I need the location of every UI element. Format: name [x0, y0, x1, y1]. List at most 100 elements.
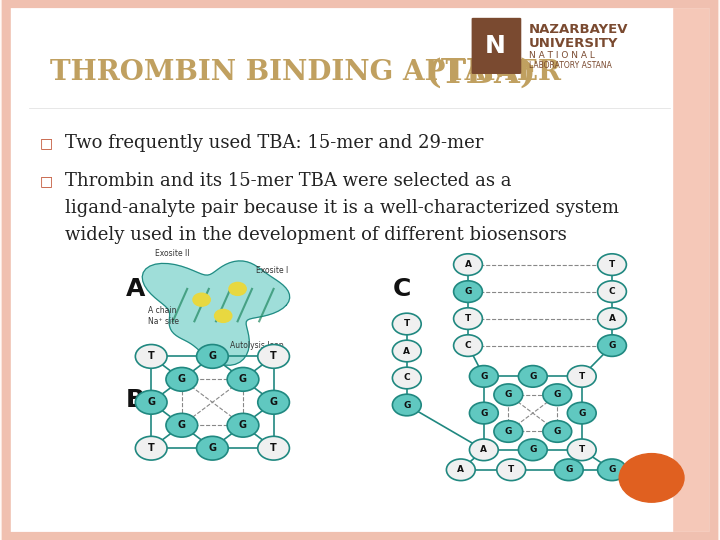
Circle shape [454, 308, 482, 329]
Text: G: G [554, 427, 561, 436]
Text: G: G [208, 352, 217, 361]
Text: G: G [208, 443, 217, 453]
Circle shape [197, 436, 228, 460]
Circle shape [392, 340, 421, 362]
Text: G: G [505, 427, 512, 436]
Text: A: A [608, 314, 616, 323]
Circle shape [258, 390, 289, 414]
Text: N A T I O N A L: N A T I O N A L [529, 51, 595, 59]
Text: A: A [126, 277, 145, 301]
Text: N: N [485, 34, 505, 58]
Circle shape [258, 345, 289, 368]
Text: THROMBIN BINDING APTAMER: THROMBIN BINDING APTAMER [50, 59, 571, 86]
Text: G: G [464, 287, 472, 296]
Text: UNIVERSITY: UNIVERSITY [529, 37, 618, 50]
Text: G: G [239, 374, 247, 384]
Text: G: G [480, 409, 487, 417]
Circle shape [454, 335, 482, 356]
Text: G: G [608, 341, 616, 350]
Text: B: B [126, 388, 145, 411]
Text: C: C [608, 287, 616, 296]
Circle shape [543, 421, 572, 442]
Circle shape [567, 366, 596, 387]
Text: C: C [403, 374, 410, 382]
Text: NAZARBAYEV: NAZARBAYEV [529, 23, 629, 36]
Circle shape [392, 313, 421, 335]
Text: Two frequently used TBA: 15-mer and 29-mer: Two frequently used TBA: 15-mer and 29-m… [65, 134, 483, 152]
FancyBboxPatch shape [472, 18, 521, 74]
Circle shape [494, 421, 523, 442]
Circle shape [598, 335, 626, 356]
Circle shape [227, 414, 259, 437]
Circle shape [543, 384, 572, 406]
Text: □: □ [40, 136, 53, 150]
Text: T: T [508, 465, 514, 474]
Circle shape [497, 459, 526, 481]
Circle shape [454, 281, 482, 302]
Text: LABORATORY ASTANA: LABORATORY ASTANA [529, 62, 612, 70]
Text: Thrombin and its 15-mer TBA were selected as a: Thrombin and its 15-mer TBA were selecte… [65, 172, 511, 190]
Circle shape [598, 459, 626, 481]
FancyBboxPatch shape [673, 8, 709, 532]
Circle shape [392, 394, 421, 416]
Circle shape [469, 402, 498, 424]
Circle shape [469, 366, 498, 387]
Circle shape [135, 436, 167, 460]
Circle shape [494, 384, 523, 406]
Text: G: G [529, 446, 536, 454]
Text: Exosite I: Exosite I [256, 266, 288, 275]
Text: T: T [579, 446, 585, 454]
Text: G: G [269, 397, 278, 407]
Circle shape [135, 390, 167, 414]
FancyBboxPatch shape [7, 5, 713, 535]
Circle shape [258, 436, 289, 460]
Text: Exosite II: Exosite II [155, 249, 189, 259]
Circle shape [567, 402, 596, 424]
Circle shape [229, 282, 246, 295]
Circle shape [454, 254, 482, 275]
Text: G: G [480, 372, 487, 381]
Circle shape [166, 367, 197, 391]
Text: T: T [465, 314, 471, 323]
Text: A: A [403, 347, 410, 355]
Text: A: A [457, 465, 464, 474]
Text: T: T [609, 260, 615, 269]
Text: C: C [392, 277, 411, 301]
Text: T: T [148, 443, 155, 453]
Text: T: T [579, 372, 585, 381]
Circle shape [598, 281, 626, 302]
Text: Autolysis loop: Autolysis loop [230, 341, 284, 350]
Text: C: C [464, 341, 472, 350]
Circle shape [598, 254, 626, 275]
Circle shape [469, 439, 498, 461]
Text: A: A [480, 446, 487, 454]
Circle shape [135, 345, 167, 368]
Text: T: T [404, 320, 410, 328]
Text: G: G [178, 420, 186, 430]
Circle shape [392, 367, 421, 389]
Circle shape [554, 459, 583, 481]
Text: G: G [529, 372, 536, 381]
Text: A chain: A chain [148, 306, 176, 315]
Text: T: T [270, 443, 277, 453]
Text: G: G [403, 401, 410, 409]
Circle shape [619, 454, 684, 502]
Text: T: T [148, 352, 155, 361]
Circle shape [518, 366, 547, 387]
Circle shape [215, 309, 232, 322]
Circle shape [227, 367, 259, 391]
Text: □: □ [40, 174, 53, 188]
Circle shape [518, 439, 547, 461]
Text: A: A [464, 260, 472, 269]
Polygon shape [143, 261, 289, 365]
Text: G: G [147, 397, 156, 407]
Text: T: T [270, 352, 277, 361]
Circle shape [193, 293, 210, 306]
Circle shape [598, 308, 626, 329]
Text: widely used in the development of different biosensors: widely used in the development of differ… [65, 226, 567, 244]
Circle shape [567, 439, 596, 461]
Text: (TBA): (TBA) [426, 56, 537, 90]
Text: Na⁺ site: Na⁺ site [148, 317, 179, 326]
Circle shape [197, 345, 228, 368]
Text: ligand-analyte pair because it is a well-characterized system: ligand-analyte pair because it is a well… [65, 199, 618, 217]
